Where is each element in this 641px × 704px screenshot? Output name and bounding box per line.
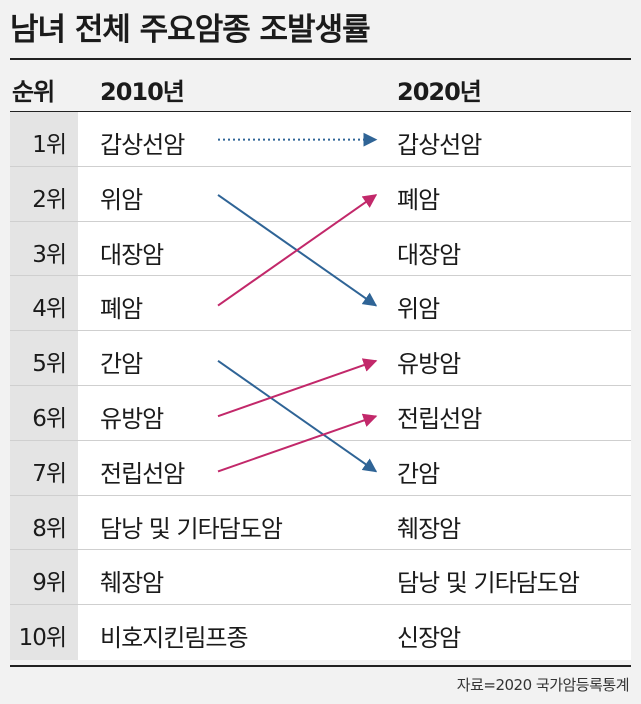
cancer-2010: 췌장암: [100, 569, 164, 598]
bottom-rule: [10, 665, 631, 667]
ranking-table: 1위 갑상선암 갑상선암 2위 위암 폐암 3위 대장암 대장암 4위 폐암 위…: [10, 112, 631, 660]
rank-label: 5위: [32, 351, 67, 378]
top-rule: [10, 58, 631, 60]
rank-label: 10위: [18, 625, 67, 652]
cancer-2020: 폐암: [397, 185, 440, 214]
rank-cell: 2위: [10, 166, 78, 221]
cancer-2020: 간암: [397, 459, 440, 488]
rank-label: 8위: [32, 515, 67, 542]
rank-cell: 8위: [10, 495, 78, 550]
cancer-2010: 폐암: [100, 295, 143, 324]
rank-label: 7위: [32, 460, 67, 487]
cancer-2020: 담낭 및 기타담도암: [397, 569, 580, 598]
rank-cell: 3위: [10, 221, 78, 276]
header-rank: 순위: [12, 78, 55, 106]
header-year-2020: 2020년: [397, 78, 482, 106]
cancer-2020: 유방암: [397, 350, 461, 379]
cancer-2020: 대장암: [397, 240, 461, 269]
cancer-2010: 대장암: [100, 240, 164, 269]
rank-label: 9위: [32, 570, 67, 597]
table-row: 10위 비호지킨림프종 신장암: [10, 605, 631, 660]
cancer-2020: 전립선암: [397, 404, 482, 433]
rank-cell: 5위: [10, 331, 78, 385]
table-row: 3위 대장암 대장암: [10, 221, 631, 277]
rank-label: 1위: [32, 132, 67, 158]
cancer-2010: 담낭 및 기타담도암: [100, 514, 283, 543]
table-row: 6위 유방암 전립선암: [10, 385, 631, 441]
table-row: 7위 전립선암 간암: [10, 440, 631, 496]
cancer-2020: 위암: [397, 295, 440, 324]
rank-cell: 6위: [10, 385, 78, 440]
table-row: 4위 폐암 위암: [10, 276, 631, 332]
cancer-2010: 갑상선암: [100, 131, 185, 159]
rank-cell: 1위: [10, 112, 78, 166]
rank-cell: 10위: [10, 605, 78, 660]
cancer-2020: 신장암: [397, 624, 461, 653]
cancer-2010: 비호지킨림프종: [100, 624, 249, 653]
cancer-2020: 갑상선암: [397, 131, 482, 159]
cancer-2010: 위암: [100, 185, 143, 214]
table-row: 5위 간암 유방암: [10, 331, 631, 386]
cancer-2020: 췌장암: [397, 514, 461, 543]
cancer-2010: 간암: [100, 350, 143, 379]
rank-label: 2위: [32, 186, 67, 213]
rank-cell: 7위: [10, 440, 78, 495]
source-note: 자료=2020 국가암등록통계: [456, 676, 630, 694]
rank-cell: 9위: [10, 550, 78, 605]
table-row: 2위 위암 폐암: [10, 166, 631, 222]
rank-label: 6위: [32, 405, 67, 432]
rank-label: 3위: [32, 241, 67, 268]
table-row: 8위 담낭 및 기타담도암 췌장암: [10, 495, 631, 551]
table-row: 9위 췌장암 담낭 및 기타담도암: [10, 550, 631, 606]
rank-cell: 4위: [10, 276, 78, 331]
table-header: 순위 2010년 2020년: [0, 60, 641, 112]
cancer-2010: 전립선암: [100, 459, 185, 488]
rank-label: 4위: [32, 296, 67, 323]
table-row: 1위 갑상선암 갑상선암: [10, 112, 631, 167]
page-title: 남녀 전체 주요암종 조발생률: [10, 12, 371, 48]
header-year-2010: 2010년: [100, 78, 185, 106]
cancer-2010: 유방암: [100, 404, 164, 433]
